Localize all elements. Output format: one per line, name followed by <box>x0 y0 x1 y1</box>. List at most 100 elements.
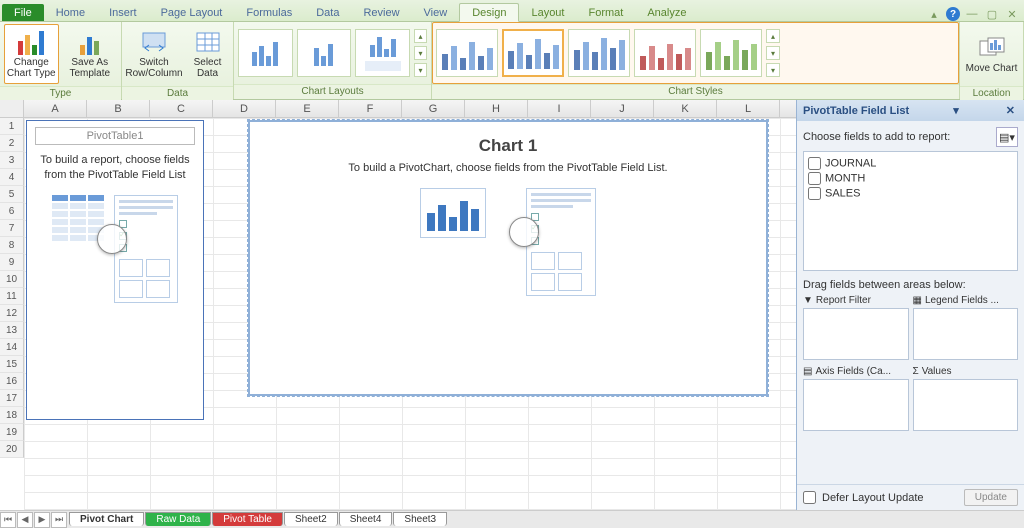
row-header[interactable]: 1 <box>0 118 24 135</box>
chart-layout-thumb[interactable] <box>238 29 293 77</box>
window-restore-icon[interactable]: ▢ <box>984 7 1000 21</box>
field-checkbox[interactable]: JOURNAL <box>808 156 1013 171</box>
sheet-nav-buttons[interactable]: ⏮◀▶⏭ <box>0 512 68 528</box>
row-header[interactable]: 11 <box>0 288 24 305</box>
layout-view-button[interactable]: ▤▾ <box>996 127 1018 147</box>
help-icon[interactable]: ? <box>946 7 960 21</box>
switch-row-column-button[interactable]: Switch Row/Column <box>126 24 182 84</box>
row-header[interactable]: 12 <box>0 305 24 322</box>
column-header[interactable]: J <box>591 100 654 117</box>
window-minimize-icon[interactable]: — <box>964 7 980 21</box>
row-header[interactable]: 20 <box>0 441 24 458</box>
column-header[interactable]: F <box>339 100 402 117</box>
column-header[interactable]: E <box>276 100 339 117</box>
defer-update-checkbox[interactable] <box>803 491 816 504</box>
row-header[interactable]: 18 <box>0 407 24 424</box>
chart-layout-thumb[interactable] <box>355 29 410 77</box>
area-legend-fields[interactable] <box>913 308 1019 360</box>
move-chart-label: Move Chart <box>966 63 1018 74</box>
area-axis-label: ▤Axis Fields (Ca... <box>803 364 909 379</box>
row-header[interactable]: 7 <box>0 220 24 237</box>
sheet-tab-sheet2[interactable]: Sheet2 <box>284 512 338 526</box>
window-close-icon[interactable]: ✕ <box>1004 7 1020 21</box>
worksheet[interactable]: ABCDEFGHIJKL 123456789101112131415161718… <box>0 100 796 510</box>
sheet-tab-bar: ⏮◀▶⏭ Pivot Chart Raw Data Pivot Table Sh… <box>0 510 1024 528</box>
column-header[interactable]: C <box>150 100 213 117</box>
pivottable-placeholder[interactable]: PivotTable1 To build a report, choose fi… <box>26 120 204 420</box>
area-axis-fields[interactable] <box>803 379 909 431</box>
row-header[interactable]: 4 <box>0 169 24 186</box>
row-headers: 1234567891011121314151617181920 <box>0 118 24 458</box>
sheet-tab-sheet3[interactable]: Sheet3 <box>393 512 447 526</box>
group-type-label: Type <box>0 86 121 101</box>
sheet-tab-pivot-table[interactable]: Pivot Table <box>212 512 283 526</box>
column-header[interactable]: L <box>717 100 780 117</box>
tab-review[interactable]: Review <box>351 4 411 21</box>
layout-gallery-more[interactable]: ▴▾▾ <box>414 29 427 77</box>
tab-data[interactable]: Data <box>304 4 351 21</box>
select-data-button[interactable]: Select Data <box>186 24 229 84</box>
column-header[interactable]: G <box>402 100 465 117</box>
change-chart-type-button[interactable]: Change Chart Type <box>4 24 59 84</box>
chart-layout-thumb[interactable] <box>297 29 352 77</box>
field-list-close-icon[interactable]: ✕ <box>1003 104 1018 117</box>
field-list-fields[interactable]: JOURNALMONTHSALES <box>803 151 1018 271</box>
style-gallery-more[interactable]: ▴▾▾ <box>766 29 780 77</box>
column-header[interactable]: B <box>87 100 150 117</box>
sheet-tab-sheet4[interactable]: Sheet4 <box>339 512 393 526</box>
row-header[interactable]: 6 <box>0 203 24 220</box>
chart-style-thumb[interactable] <box>502 29 564 77</box>
column-header[interactable]: D <box>213 100 276 117</box>
tab-view[interactable]: View <box>412 4 460 21</box>
pivotchart-placeholder[interactable]: Chart 1 To build a PivotChart, choose fi… <box>248 120 768 396</box>
mini-table-icon <box>52 195 106 303</box>
row-header[interactable]: 19 <box>0 424 24 441</box>
move-chart-button[interactable]: Move Chart <box>964 24 1019 84</box>
chart-style-thumb[interactable] <box>700 29 762 77</box>
tab-formulas[interactable]: Formulas <box>234 4 304 21</box>
change-chart-type-label: Change Chart Type <box>5 57 58 79</box>
move-chart-icon <box>979 37 1005 59</box>
tab-design[interactable]: Design <box>459 3 519 22</box>
column-header[interactable]: A <box>24 100 87 117</box>
column-header[interactable]: I <box>528 100 591 117</box>
field-list-title: PivotTable Field List <box>803 105 909 117</box>
row-header[interactable]: 14 <box>0 339 24 356</box>
tab-home[interactable]: Home <box>44 4 97 21</box>
tab-format[interactable]: Format <box>576 4 635 21</box>
row-header[interactable]: 5 <box>0 186 24 203</box>
drag-fields-label: Drag fields between areas below: <box>797 275 1024 293</box>
area-values[interactable] <box>913 379 1019 431</box>
chart-style-thumb[interactable] <box>634 29 696 77</box>
row-header[interactable]: 13 <box>0 322 24 339</box>
row-header[interactable]: 8 <box>0 237 24 254</box>
tab-page-layout[interactable]: Page Layout <box>149 4 235 21</box>
row-header[interactable]: 17 <box>0 390 24 407</box>
ribbon-minimize-icon[interactable]: ▴ <box>926 7 942 21</box>
select-all-corner[interactable] <box>0 100 24 117</box>
update-button[interactable]: Update <box>964 489 1018 506</box>
row-header[interactable]: 16 <box>0 373 24 390</box>
column-header[interactable]: K <box>654 100 717 117</box>
column-headers: ABCDEFGHIJKL <box>0 100 796 118</box>
tab-analyze[interactable]: Analyze <box>635 4 698 21</box>
column-header[interactable]: H <box>465 100 528 117</box>
sheet-tab-pivot-chart[interactable]: Pivot Chart <box>69 512 144 526</box>
row-header[interactable]: 2 <box>0 135 24 152</box>
tab-insert[interactable]: Insert <box>97 4 149 21</box>
field-checkbox[interactable]: SALES <box>808 186 1013 201</box>
field-checkbox[interactable]: MONTH <box>808 171 1013 186</box>
tab-layout[interactable]: Layout <box>519 4 576 21</box>
row-header[interactable]: 15 <box>0 356 24 373</box>
tab-file[interactable]: File <box>2 4 44 21</box>
save-as-template-button[interactable]: Save As Template <box>63 24 118 84</box>
chart-style-thumb[interactable] <box>436 29 498 77</box>
row-header[interactable]: 10 <box>0 271 24 288</box>
chart-style-thumb[interactable] <box>568 29 630 77</box>
row-header[interactable]: 9 <box>0 254 24 271</box>
sheet-tab-raw-data[interactable]: Raw Data <box>145 512 211 526</box>
area-report-filter[interactable] <box>803 308 909 360</box>
row-header[interactable]: 3 <box>0 152 24 169</box>
choose-fields-label: Choose fields to add to report: <box>803 131 950 143</box>
field-list-dropdown-icon[interactable]: ▾ <box>950 104 962 117</box>
